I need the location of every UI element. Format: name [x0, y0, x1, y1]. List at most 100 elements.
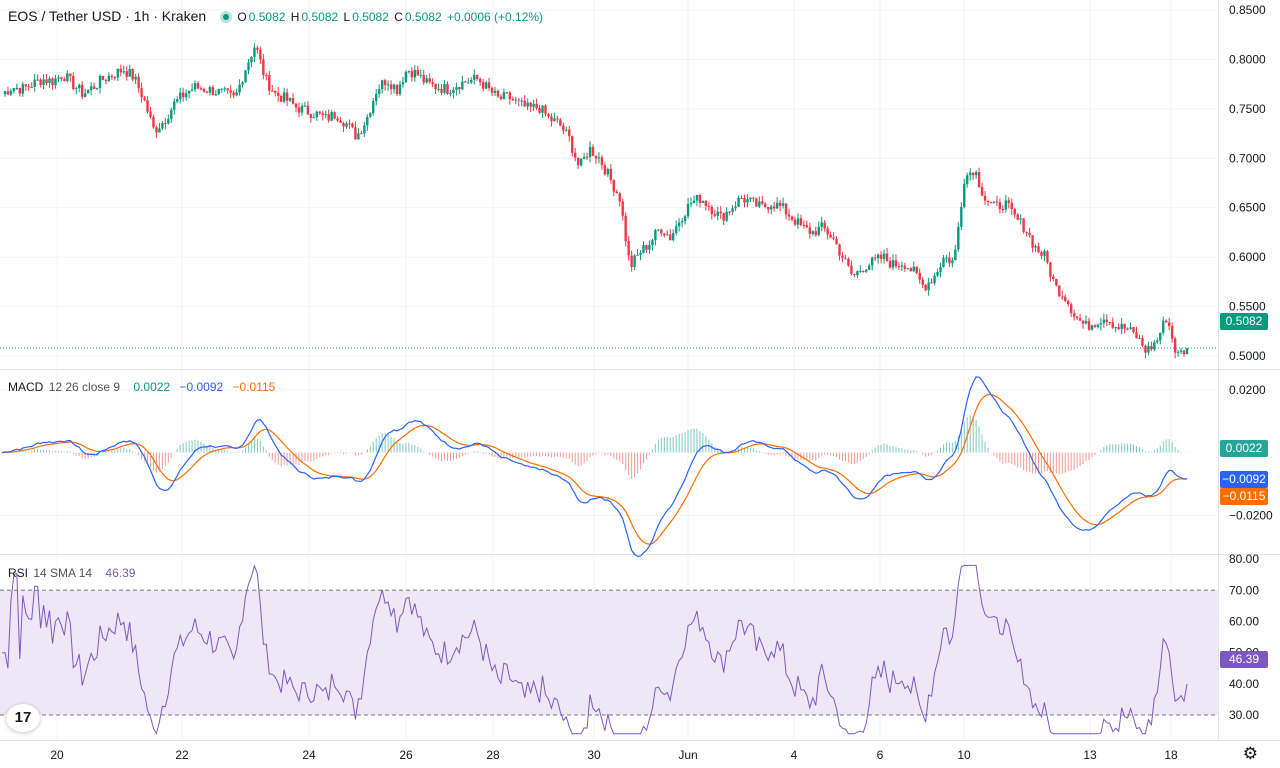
candle-body	[238, 84, 241, 93]
candle-body	[710, 206, 714, 215]
candle-body	[315, 111, 319, 118]
price-tick-label: 0.7000	[1229, 151, 1266, 165]
candle	[710, 204, 714, 220]
candle-body	[1093, 325, 1097, 327]
candle	[894, 254, 898, 269]
candle	[458, 86, 461, 95]
candle-body	[146, 100, 149, 112]
candle-body	[722, 213, 725, 221]
candle	[1132, 326, 1135, 334]
candle	[30, 82, 33, 88]
candle	[609, 163, 613, 184]
candle-body	[740, 197, 743, 199]
candle-body	[167, 118, 170, 124]
candle-body	[971, 172, 975, 176]
candle	[808, 222, 812, 239]
candle-body	[630, 255, 633, 267]
candle-body	[45, 79, 48, 84]
candle	[425, 74, 428, 84]
candle-body	[1150, 345, 1153, 350]
candle	[1028, 227, 1031, 238]
candle	[75, 86, 78, 95]
rsi-value-tag: 46.39	[1220, 651, 1268, 668]
tradingview-logo-icon[interactable]: 17	[6, 704, 40, 732]
candle-body	[998, 202, 1002, 210]
candle	[728, 210, 731, 216]
candle-body	[434, 83, 437, 90]
candle-body	[1058, 285, 1061, 297]
macd-pane[interactable]	[1, 376, 1188, 557]
candle-body	[282, 92, 286, 102]
candle-body	[838, 244, 841, 256]
candle	[1090, 324, 1094, 331]
price-tick-label: 0.6500	[1229, 201, 1266, 215]
candle-body	[585, 156, 589, 158]
candle	[1170, 322, 1174, 343]
rsi-legend[interactable]: RSI 14 SMA 14 46.39	[8, 566, 137, 580]
candle-body	[30, 86, 33, 88]
candle	[86, 89, 90, 94]
rsi-pane[interactable]	[0, 564, 1218, 735]
gear-icon[interactable]: ⚙	[1242, 744, 1258, 763]
candle-body	[654, 230, 657, 241]
candle-body	[288, 98, 292, 101]
candle-body	[523, 100, 526, 107]
candle-body	[832, 237, 835, 239]
candle-body	[419, 74, 422, 76]
candle-body	[333, 112, 336, 119]
candle-body	[1010, 202, 1013, 210]
candle	[1129, 322, 1132, 330]
candle	[493, 86, 497, 97]
candle	[39, 77, 42, 88]
candle-body	[1102, 319, 1106, 324]
candle-body	[27, 86, 30, 88]
candle	[279, 94, 283, 102]
price-tick-label: 0.5500	[1229, 300, 1266, 314]
candle-body	[734, 206, 737, 209]
candle-body	[692, 200, 696, 204]
candle	[45, 74, 48, 86]
candle	[348, 119, 351, 129]
candle	[208, 85, 212, 96]
candle	[992, 200, 996, 204]
candle-body	[1170, 326, 1174, 339]
candle-body	[960, 206, 963, 227]
candle	[912, 261, 915, 272]
candle	[196, 80, 200, 90]
candle-body	[12, 88, 16, 91]
candle-body	[936, 271, 939, 276]
candle	[407, 70, 411, 74]
candle	[199, 86, 203, 91]
candle	[695, 194, 699, 207]
candle	[995, 195, 999, 207]
candle-body	[437, 88, 440, 90]
candle-body	[1031, 235, 1034, 248]
candle-body	[1147, 345, 1150, 353]
candle-body	[69, 73, 72, 76]
candle-body	[327, 114, 330, 121]
candle	[1078, 313, 1082, 322]
price-pane[interactable]	[0, 43, 1218, 359]
macd-legend[interactable]: MACD 12 26 close 9 0.0022 −0.0092 −0.011…	[8, 380, 277, 394]
candle	[330, 110, 333, 122]
candle-body	[1022, 218, 1025, 232]
candle-body	[407, 71, 411, 73]
candle-body	[312, 117, 316, 119]
candle	[758, 196, 761, 209]
candle	[1102, 313, 1106, 328]
candle-body	[927, 282, 930, 291]
candle-body	[452, 89, 455, 93]
candle-body	[470, 79, 473, 83]
candle-body	[155, 127, 158, 133]
candle-body	[805, 224, 809, 228]
candle	[743, 194, 746, 208]
candle	[101, 75, 105, 81]
candle	[18, 87, 22, 97]
market-status-icon[interactable]	[219, 11, 232, 23]
candle-body	[1078, 318, 1082, 321]
candle	[784, 203, 788, 220]
symbol-title[interactable]: EOS / Tether USD · 1h · Kraken	[8, 8, 207, 24]
candle	[1064, 294, 1067, 303]
candle-body	[683, 216, 687, 222]
